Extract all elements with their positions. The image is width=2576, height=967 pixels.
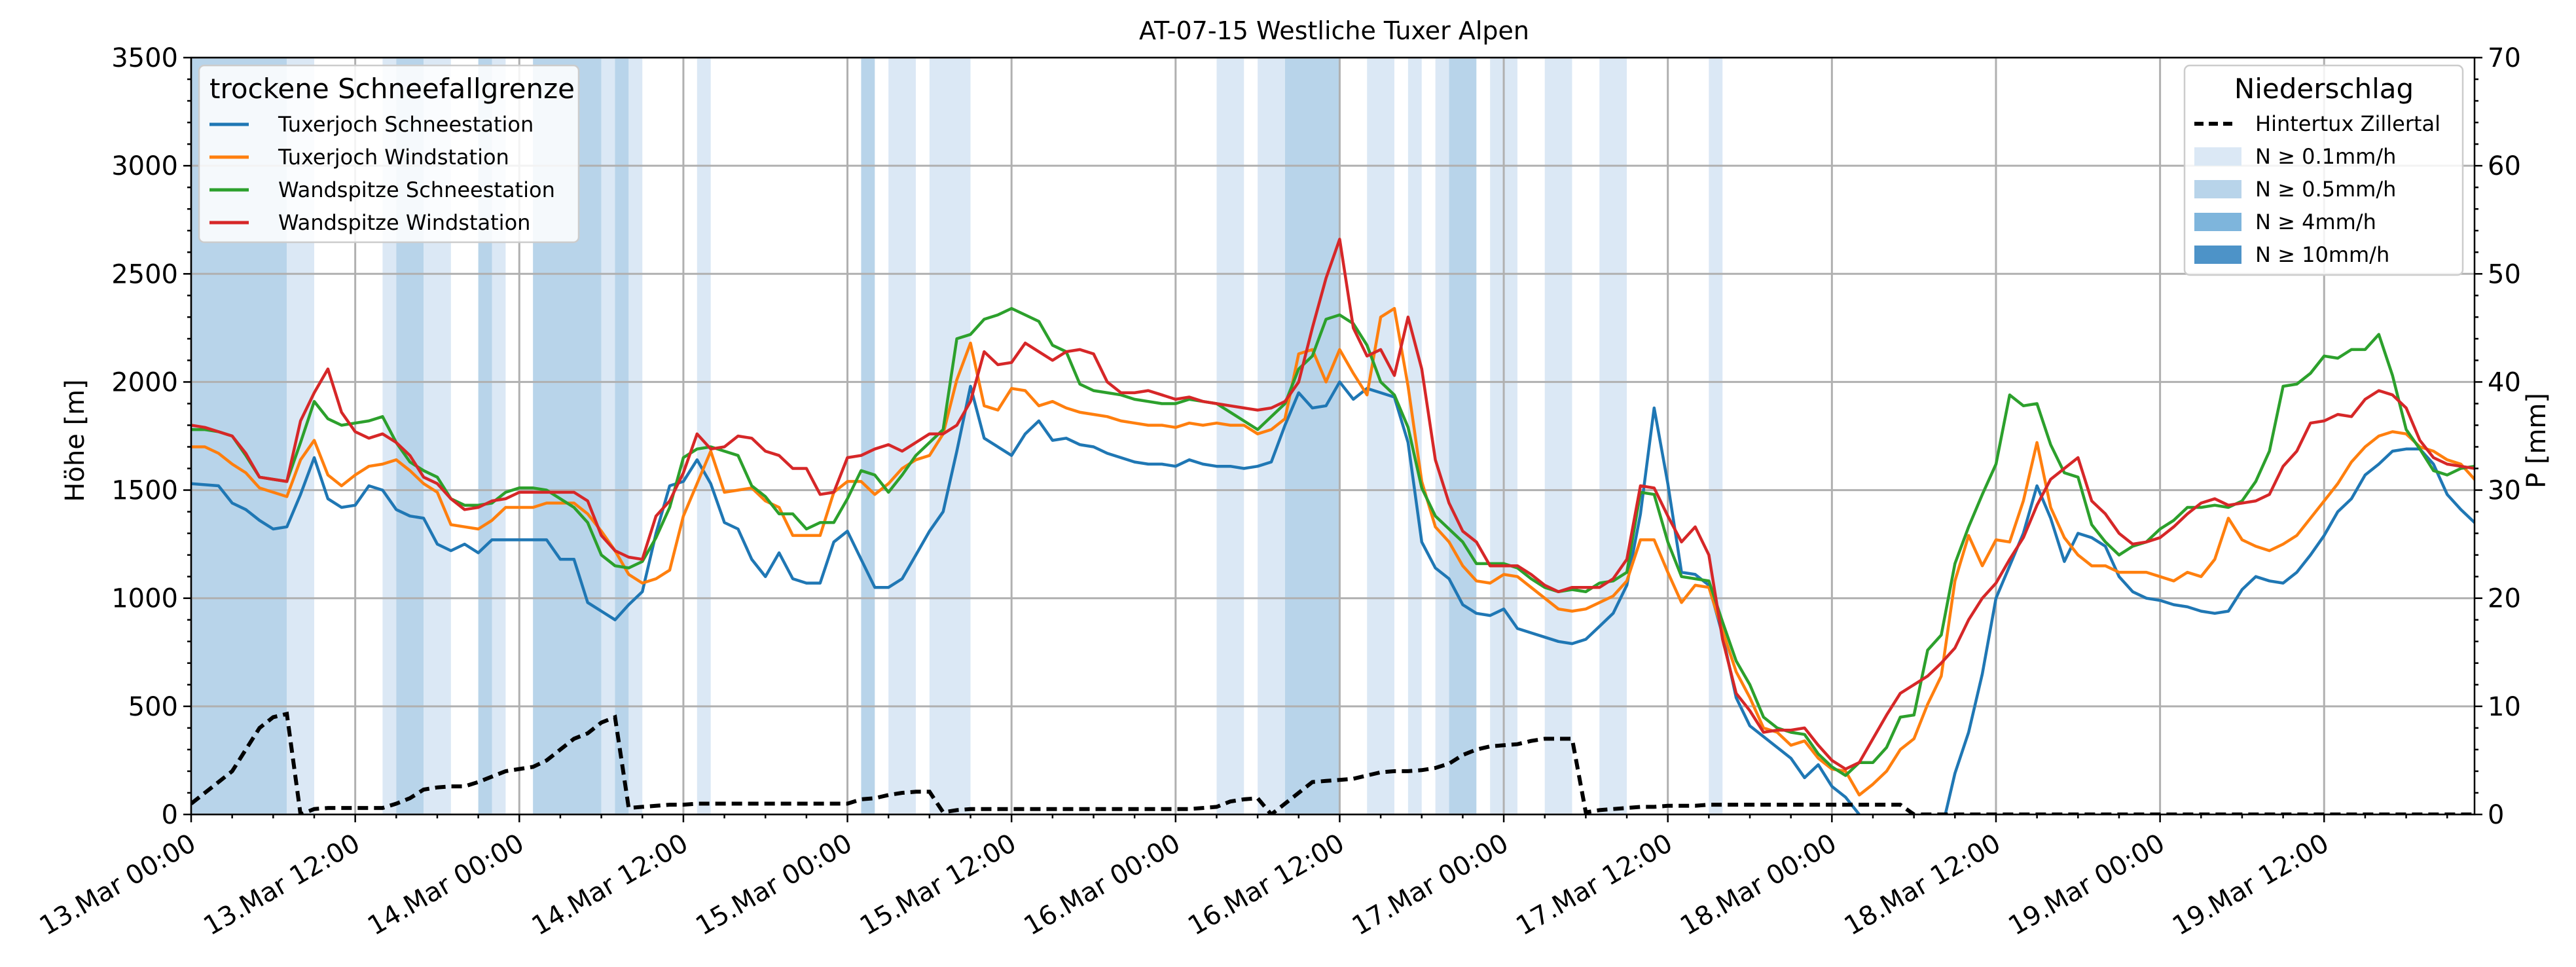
x-tick-label: 16.Mar 00:00 (1019, 828, 1186, 941)
y-right-tick-label: 40 (2488, 367, 2521, 397)
legend-precip-band-label: N ≥ 10mm/h (2255, 242, 2389, 267)
x-tick-label: 18.Mar 12:00 (1840, 828, 2006, 941)
precip-band (628, 58, 643, 814)
x-tick-label: 19.Mar 12:00 (2168, 828, 2334, 941)
legend-precip-band-label: N ≥ 4mm/h (2255, 210, 2376, 234)
precip-band (1435, 58, 1449, 814)
x-tick-label: 17.Mar 00:00 (1347, 828, 1514, 941)
legend-snowline-label: Wandspitze Schneestation (278, 177, 555, 202)
legend-snowline-box (198, 64, 580, 244)
x-tick-label: 13.Mar 00:00 (35, 828, 201, 941)
legend-precip-band-swatch (2194, 180, 2241, 198)
y-tick-label: 2500 (111, 259, 178, 289)
x-tick-label: 14.Mar 12:00 (527, 828, 693, 941)
legend-precip-line-label: Hintertux Zillertal (2255, 111, 2440, 136)
legend-precip: Niederschlag Hintertux Zillertal N ≥ 0.1… (2183, 64, 2464, 276)
x-tick-label: 15.Mar 12:00 (855, 828, 1021, 941)
precip-band (1599, 58, 1627, 814)
legend-precip-band-label: N ≥ 0.5mm/h (2255, 177, 2396, 202)
legend-snowline: trockene Schneefallgrenze Tuxerjoch Schn… (198, 64, 580, 244)
precip-band (861, 58, 875, 814)
y-tick-label: 0 (162, 800, 178, 830)
legend-precip-band-label: N ≥ 0.1mm/h (2255, 144, 2396, 169)
precip-band (1709, 58, 1723, 814)
y-right-tick-label: 50 (2488, 259, 2521, 289)
legend-precip-title: Niederschlag (2234, 73, 2414, 105)
y-axis-label-right: P [mm] (2522, 393, 2552, 488)
series-line-tuxerjoch-windstation (191, 306, 2475, 797)
precip-band (1367, 58, 1394, 814)
y-tick-label: 2000 (111, 367, 178, 397)
y-tick-label: 1000 (111, 584, 178, 614)
legend-snowline-label: Wandspitze Windstation (278, 210, 530, 235)
precip-band (1284, 58, 1340, 814)
precip-band (478, 58, 492, 814)
y-right-tick-label: 10 (2488, 692, 2521, 722)
legend-precip-band-swatch (2194, 147, 2241, 166)
x-tick-label: 19.Mar 00:00 (2003, 828, 2169, 941)
x-tick-label: 16.Mar 12:00 (1183, 828, 1349, 941)
y-right-tick-label: 70 (2488, 43, 2521, 73)
legend-snowline-items: Tuxerjoch Schneestation Tuxerjoch Windsta… (209, 112, 555, 235)
legend-snowline-label: Tuxerjoch Schneestation (278, 112, 534, 137)
y-right-tick-label: 30 (2488, 476, 2521, 506)
x-tick-label: 18.Mar 00:00 (1675, 828, 1841, 941)
precip-band (382, 58, 397, 814)
precip-band (1449, 58, 1477, 814)
series-lines (191, 238, 2475, 814)
y-right-tick-label: 0 (2488, 800, 2504, 830)
precip-band (615, 58, 629, 814)
y-tick-label: 3000 (111, 151, 178, 181)
precip-band (492, 58, 506, 814)
precip-band (1544, 58, 1572, 814)
precip-band (888, 58, 916, 814)
series-line-hintertux-zillertal (191, 711, 2475, 814)
y-right-tick-label: 20 (2488, 584, 2521, 614)
series-line-wandspitze-windstation (191, 238, 2475, 771)
x-tick-label: 17.Mar 12:00 (1511, 828, 1677, 941)
legend-precip-bands: N ≥ 0.1mm/h N ≥ 0.5mm/h N ≥ 4mm/h N ≥ 10mm/… (2194, 144, 2396, 267)
legend-precip-band-swatch (2194, 246, 2241, 264)
y-right-tick-label: 60 (2488, 151, 2521, 181)
chart-title: AT-07-15 Westliche Tuxer Alpen (1139, 16, 1529, 45)
y-axis-label: Höhe [m] (60, 379, 90, 502)
precip-band (1216, 58, 1244, 814)
y-tick-label: 500 (128, 692, 178, 722)
x-tick-label: 13.Mar 12:00 (198, 828, 365, 941)
x-tick-label: 14.Mar 00:00 (363, 828, 529, 941)
x-tick-label: 15.Mar 00:00 (691, 828, 857, 941)
legend-precip-box (2183, 64, 2464, 276)
precip-band (601, 58, 615, 814)
legend-precip-band-swatch (2194, 213, 2241, 231)
y-tick-label: 3500 (111, 43, 178, 73)
legend-snowline-label: Tuxerjoch Windstation (278, 145, 509, 170)
y-tick-label: 1500 (111, 476, 178, 506)
plot-frame (190, 56, 2476, 816)
precip-band (697, 58, 711, 814)
legend-snowline-title: trockene Schneefallgrenze (209, 73, 575, 105)
